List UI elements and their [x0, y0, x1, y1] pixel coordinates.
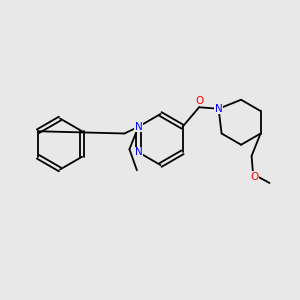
Text: O: O	[195, 96, 203, 106]
Text: N: N	[134, 147, 142, 157]
Text: N: N	[134, 122, 142, 132]
Text: N: N	[215, 104, 223, 114]
Text: O: O	[250, 172, 259, 182]
